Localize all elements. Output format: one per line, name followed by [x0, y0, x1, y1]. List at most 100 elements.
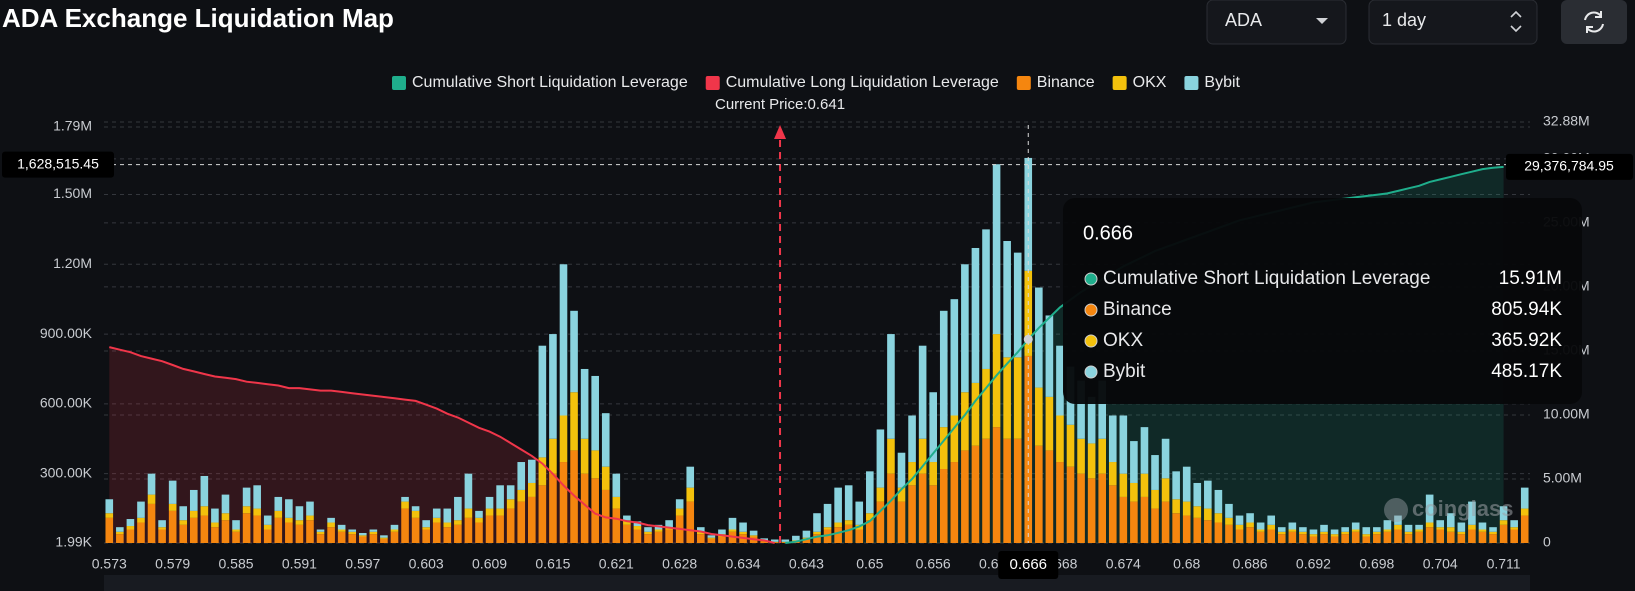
- bar-segment: [570, 310, 578, 393]
- bar-segment: [644, 531, 652, 535]
- bar-segment: [897, 452, 906, 488]
- x-tick-label: 0.704: [1423, 556, 1458, 572]
- bar-segment: [1066, 424, 1075, 467]
- bar-segment: [897, 501, 906, 543]
- bar-segment: [1235, 515, 1244, 525]
- bar-segment: [559, 415, 568, 463]
- bar-segment: [1330, 536, 1339, 543]
- bar-segment: [897, 487, 906, 502]
- bar-segment: [749, 530, 758, 536]
- y-tick-label: 1.50M: [53, 185, 92, 201]
- bar-segment: [570, 392, 578, 451]
- bar-segment: [1098, 473, 1107, 543]
- y-tick-label: 600.00K: [40, 395, 93, 411]
- bar-segment: [591, 375, 599, 451]
- bar-segment: [422, 527, 430, 530]
- bar-segment: [1182, 466, 1191, 502]
- bar-segment: [1520, 515, 1529, 543]
- zoom-slider[interactable]: [104, 575, 1530, 591]
- bar-segment: [739, 522, 747, 532]
- bar-segment: [1151, 508, 1159, 543]
- bar-segment: [1415, 529, 1423, 532]
- bar-segment: [992, 334, 1001, 428]
- bar-segment: [1394, 515, 1402, 525]
- bar-segment: [1246, 527, 1254, 543]
- bar-segment: [158, 520, 166, 528]
- bar-segment: [718, 529, 726, 535]
- bar-segment: [1478, 522, 1487, 530]
- y-tick-label: 300.00K: [40, 464, 93, 480]
- bar-segment: [390, 524, 399, 530]
- bar-segment: [549, 334, 557, 439]
- bar-segment: [992, 427, 1001, 543]
- bar-segment: [211, 527, 219, 543]
- bar-segment: [1309, 529, 1318, 535]
- refresh-icon-arrows[interactable]: [1586, 11, 1602, 33]
- y-tick-label: 900.00K: [40, 325, 93, 341]
- bar-segment: [1320, 534, 1328, 543]
- bar-segment: [1362, 534, 1371, 537]
- symbol-select[interactable]: ADA: [1206, 0, 1347, 45]
- bar-segment: [1182, 501, 1191, 516]
- select-caret[interactable]: [1316, 18, 1328, 24]
- bar-segment: [929, 462, 937, 486]
- bar-segment: [1193, 482, 1202, 507]
- bar-segment: [306, 515, 314, 521]
- bar-segment: [179, 506, 188, 521]
- bar-segment: [1436, 529, 1445, 543]
- bar-segment: [274, 517, 283, 543]
- select-box[interactable]: [1368, 0, 1538, 45]
- bar-segment: [918, 473, 927, 543]
- button-box[interactable]: [1561, 0, 1627, 44]
- select-box[interactable]: [1206, 0, 1347, 45]
- refresh-icon[interactable]: [1584, 11, 1604, 33]
- bar-segment: [432, 517, 441, 523]
- bar-segment: [1087, 478, 1096, 543]
- bar-segment: [454, 520, 462, 525]
- bar-segment: [802, 530, 811, 538]
- x-tick-label: 0.615: [535, 556, 570, 572]
- bar-segment: [834, 527, 842, 543]
- bar-segment: [918, 438, 927, 474]
- bar-segment: [939, 469, 948, 543]
- bar-segment: [823, 503, 832, 528]
- refresh-button[interactable]: [1561, 0, 1627, 44]
- bar-segment: [380, 535, 388, 538]
- bar-segment: [559, 264, 568, 416]
- bar-segment: [1425, 522, 1434, 528]
- bar-segment: [961, 392, 969, 451]
- crosshair-y-label: 1,628,515.45: [17, 155, 99, 171]
- bar-segment: [749, 535, 758, 537]
- bar-segment: [1140, 427, 1149, 474]
- bar-segment: [221, 520, 230, 543]
- bar-segment: [137, 517, 145, 523]
- bar-segment: [147, 494, 156, 504]
- bar-segment: [358, 535, 367, 537]
- bar-segment: [1288, 522, 1297, 530]
- bar-segment: [1108, 415, 1117, 463]
- bar-segment: [327, 527, 335, 543]
- bar-segment: [1045, 450, 1054, 543]
- select-value[interactable]: ADA: [1225, 10, 1262, 30]
- bar-segment: [464, 517, 473, 543]
- bar-segment: [179, 524, 188, 543]
- bar-segment: [316, 529, 325, 532]
- bar-segment: [232, 529, 240, 532]
- select-value[interactable]: 1 day: [1382, 10, 1426, 30]
- select-arrows[interactable]: [1510, 10, 1522, 33]
- bar-segment: [232, 520, 240, 530]
- bar-segment: [242, 506, 251, 514]
- bar-segment: [665, 529, 673, 543]
- bar-segment: [147, 503, 156, 543]
- bar-segment: [432, 522, 441, 543]
- bar-segment: [380, 538, 388, 543]
- bar-segment: [1457, 534, 1466, 543]
- bar-segment: [1003, 241, 1011, 358]
- range-select[interactable]: 1 day: [1368, 0, 1538, 45]
- bar-segment: [1446, 513, 1455, 528]
- bar-segment: [189, 510, 198, 518]
- bar-segment: [939, 427, 948, 470]
- bar-segment: [707, 538, 716, 543]
- bar-segment: [454, 524, 462, 543]
